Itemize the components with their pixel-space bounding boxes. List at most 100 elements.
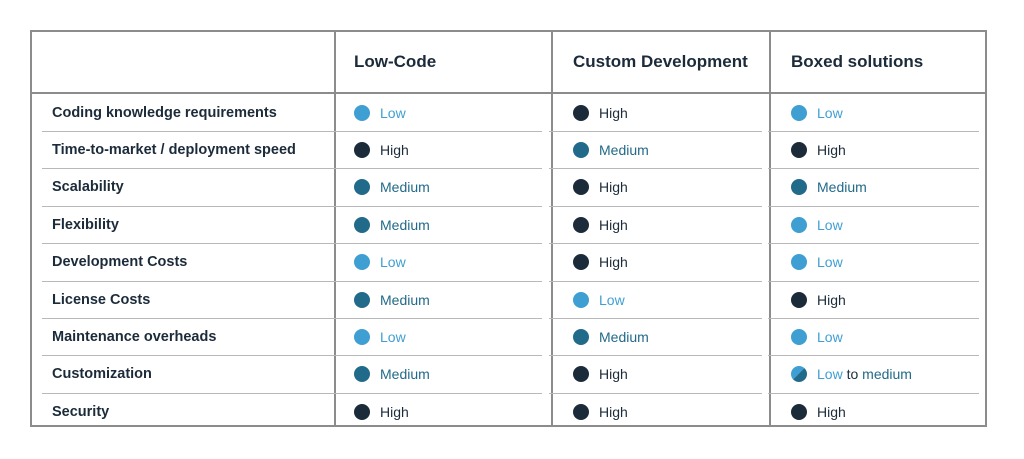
header-boxed-solutions: Boxed solutions	[791, 52, 924, 71]
row-label: Flexibility	[52, 216, 119, 233]
rating-text: Low	[817, 216, 843, 233]
row-divider	[42, 317, 542, 319]
rating-cell: Medium	[354, 169, 430, 206]
rating-dot-icon	[573, 141, 589, 158]
column-divider	[769, 32, 771, 425]
row-divider	[42, 280, 542, 282]
row-divider	[768, 130, 979, 132]
rating-text: Medium	[817, 179, 867, 196]
rating-text: Low	[599, 291, 625, 308]
rating-text: Medium	[380, 216, 430, 233]
rating-dot-icon	[354, 366, 370, 383]
rating-dot-icon	[354, 328, 370, 345]
row-divider	[549, 243, 762, 245]
row-label: Development Costs	[52, 254, 188, 271]
rating-cell: Low to medium	[791, 356, 912, 393]
row-divider	[42, 243, 542, 245]
row-divider	[549, 205, 762, 207]
rating-dot-icon	[354, 403, 370, 420]
row-divider	[549, 355, 762, 357]
rating-text: Low	[817, 328, 843, 345]
row-label: Maintenance overheads	[52, 328, 217, 345]
row-label: Coding knowledge requirements	[52, 104, 277, 121]
rating-text: High	[599, 216, 628, 233]
rating-dot-icon	[573, 366, 589, 383]
rating-cell: Low	[354, 94, 406, 131]
rating-text: High	[599, 366, 628, 383]
rating-cell: Low	[354, 318, 406, 355]
header-divider	[32, 92, 985, 94]
rating-text: Low	[380, 328, 406, 345]
row-divider	[549, 168, 762, 170]
row-divider	[42, 168, 542, 170]
row-label: Security	[52, 403, 110, 420]
rating-text: High	[817, 291, 846, 308]
rating-dot-icon	[573, 291, 589, 308]
rating-cell: Low	[354, 244, 406, 281]
row-divider	[549, 130, 762, 132]
rating-dot-icon	[791, 216, 807, 233]
rating-text: High	[599, 403, 628, 420]
rating-dot-icon	[791, 366, 807, 383]
row-divider	[768, 205, 979, 207]
rating-dot-icon	[791, 104, 807, 121]
rating-cell: High	[791, 393, 846, 430]
row-label: Customization	[52, 366, 152, 383]
rating-dot-icon	[354, 216, 370, 233]
rating-text: High	[599, 179, 628, 196]
rating-dot-icon	[791, 403, 807, 420]
rating-text: Low	[817, 254, 843, 271]
column-divider	[551, 32, 553, 425]
rating-text: Low	[817, 104, 843, 121]
rating-dot-icon	[354, 291, 370, 308]
rating-text: Low	[817, 366, 843, 383]
header-custom-development: Custom Development	[573, 52, 748, 71]
comparison-table: Low-Code Custom Development Boxed soluti…	[30, 30, 987, 427]
rating-dot-icon	[354, 254, 370, 271]
row-divider	[42, 355, 542, 357]
rating-dot-icon	[573, 179, 589, 196]
rating-cell: Low	[791, 244, 843, 281]
rating-text: Low	[380, 254, 406, 271]
rating-cell: High	[573, 94, 628, 131]
rating-cell: Medium	[354, 356, 430, 393]
row-divider	[42, 392, 542, 394]
rating-cell: High	[573, 169, 628, 206]
row-label: Scalability	[52, 179, 124, 196]
rating-text: Low	[380, 104, 406, 121]
rating-dot-icon	[354, 179, 370, 196]
rating-dot-icon	[573, 403, 589, 420]
row-divider	[42, 130, 542, 132]
rating-cell: Low	[791, 318, 843, 355]
row-divider	[549, 392, 762, 394]
rating-text: to	[842, 366, 863, 383]
rating-dot-icon	[573, 104, 589, 121]
rating-dot-icon	[573, 254, 589, 271]
rating-text: High	[817, 141, 846, 158]
rating-text: Medium	[380, 291, 430, 308]
rating-cell: High	[354, 393, 409, 430]
rating-cell: Medium	[354, 281, 430, 318]
column-divider	[334, 32, 336, 425]
rating-cell: Low	[573, 281, 625, 318]
rating-dot-icon	[573, 328, 589, 345]
rating-cell: Medium	[573, 318, 649, 355]
row-divider	[768, 243, 979, 245]
rating-cell: High	[573, 244, 628, 281]
rating-text: High	[817, 403, 846, 420]
row-label: License Costs	[52, 291, 151, 308]
row-divider	[768, 280, 979, 282]
rating-cell: Medium	[791, 169, 867, 206]
row-divider	[768, 355, 979, 357]
rating-text: High	[599, 254, 628, 271]
rating-text: medium	[862, 366, 912, 383]
rating-cell: Low	[791, 94, 843, 131]
rating-cell: High	[573, 356, 628, 393]
row-divider	[768, 168, 979, 170]
row-divider	[768, 392, 979, 394]
rating-text: Medium	[380, 179, 430, 196]
rating-dot-icon	[573, 216, 589, 233]
rating-dot-icon	[791, 141, 807, 158]
rating-dot-icon	[791, 328, 807, 345]
rating-text: Medium	[599, 141, 649, 158]
